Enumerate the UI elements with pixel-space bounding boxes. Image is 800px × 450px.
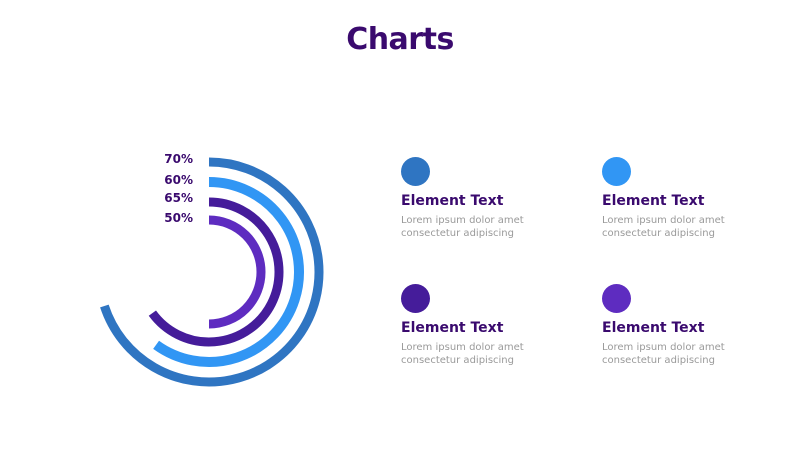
legend-dot-1 [401, 157, 430, 186]
legend-title-3: Element Text [401, 320, 504, 336]
radial-bar-label-4: 50% [164, 211, 193, 225]
legend-desc-3: Lorem ipsum dolor amet consectetur adipi… [401, 342, 524, 366]
legend-item-4: Element Text Lorem ipsum dolor amet cons… [602, 284, 762, 367]
legend-title-4: Element Text [602, 320, 705, 336]
legend-desc-1: Lorem ipsum dolor amet consectetur adipi… [401, 215, 524, 239]
legend-item-1: Element Text Lorem ipsum dolor amet cons… [401, 157, 561, 240]
radial-bar-2 [153, 177, 304, 367]
radial-bar-4 [208, 215, 266, 329]
radial-bar-label-3: 65% [164, 191, 193, 205]
legend-title-1: Element Text [401, 193, 504, 209]
radial-bar-3 [148, 197, 284, 347]
legend-dot-2 [602, 157, 631, 186]
radial-bar-1 [100, 157, 324, 387]
radial-bar-label-2: 60% [164, 173, 193, 187]
legend-desc-4: Lorem ipsum dolor amet consectetur adipi… [602, 342, 725, 366]
page-title: Charts [346, 22, 454, 57]
legend-dot-3 [401, 284, 430, 313]
legend-title-2: Element Text [602, 193, 705, 209]
legend-item-2: Element Text Lorem ipsum dolor amet cons… [602, 157, 762, 240]
legend-dot-4 [602, 284, 631, 313]
legend-item-3: Element Text Lorem ipsum dolor amet cons… [401, 284, 561, 367]
legend-desc-2: Lorem ipsum dolor amet consectetur adipi… [602, 215, 725, 239]
radial-bar-label-1: 70% [164, 152, 193, 166]
